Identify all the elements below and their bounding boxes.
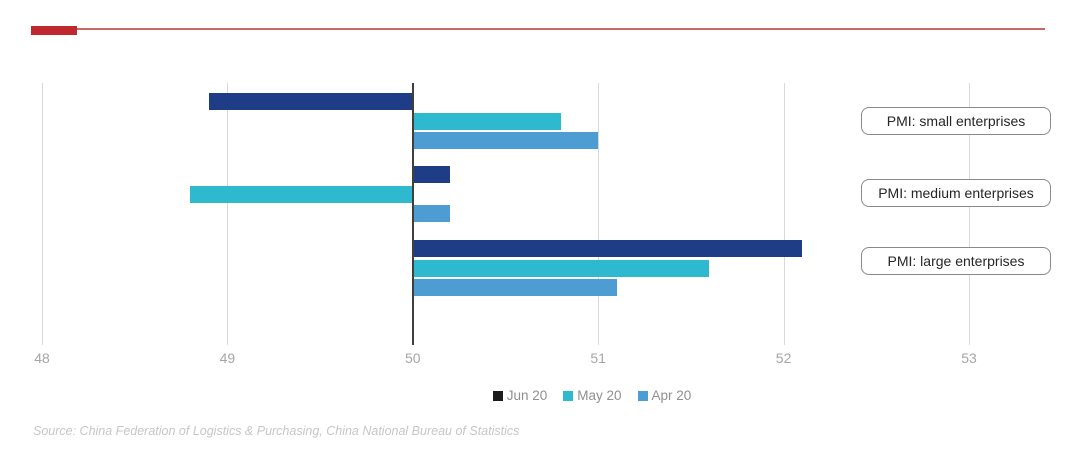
x-tick-label: 48 <box>34 350 50 366</box>
bar-jun20-cat2 <box>412 240 803 257</box>
category-label-box: PMI: medium enterprises <box>861 179 1051 207</box>
bar-apr20-cat0 <box>412 132 599 149</box>
bar-apr20-cat1 <box>412 205 450 222</box>
gridline-51 <box>598 83 600 345</box>
legend-swatch-icon <box>492 390 503 401</box>
bar-may20-cat1 <box>190 185 413 203</box>
category-label-box: PMI: large enterprises <box>861 247 1051 275</box>
x-tick-label: 52 <box>775 350 792 366</box>
legend-label: Jun 20 <box>506 388 548 403</box>
gridline-48 <box>42 83 43 345</box>
accent-bar <box>31 26 77 35</box>
x-tick-label: 49 <box>219 350 236 366</box>
x-tick-label: 50 <box>405 350 421 366</box>
source-note: Source: China Federation of Logistics & … <box>33 424 520 438</box>
legend-item-jun-20: Jun 20 <box>492 388 548 403</box>
bar-jun20-cat0 <box>208 93 413 110</box>
legend-item-may-20: May 20 <box>563 388 622 403</box>
bar-apr20-cat2 <box>412 279 617 296</box>
legend-item-apr-20: Apr 20 <box>637 388 692 403</box>
gridline-49 <box>227 83 229 345</box>
legend-label: Apr 20 <box>651 388 692 403</box>
x-tick-label: 53 <box>961 350 977 366</box>
category-label-box: PMI: small enterprises <box>861 107 1051 135</box>
gridline-53 <box>969 83 970 345</box>
legend-swatch-icon <box>637 390 648 401</box>
gridline-52 <box>783 83 785 345</box>
legend-label: May 20 <box>577 388 622 403</box>
accent-line <box>31 28 1045 30</box>
bar-jun20-cat1 <box>412 166 450 183</box>
x-tick-label: 51 <box>590 350 606 366</box>
bar-may20-cat2 <box>412 259 710 277</box>
bar-may20-cat0 <box>412 112 562 130</box>
chart-legend: Jun 20 May 20 Apr 20 <box>52 388 1080 403</box>
baseline-axis <box>411 83 414 345</box>
legend-swatch-icon <box>563 390 574 401</box>
